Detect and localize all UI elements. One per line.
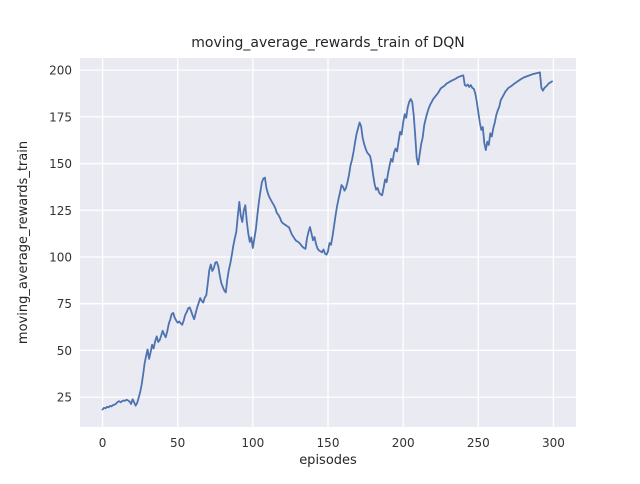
y-tick-label: 175 bbox=[49, 110, 72, 124]
y-tick-label: 25 bbox=[57, 391, 72, 405]
gridlines bbox=[80, 58, 576, 427]
x-tick-labels: 0 50 100 150 200 250 300 bbox=[99, 436, 565, 450]
y-tick-label: 125 bbox=[49, 204, 72, 218]
y-tick-label: 150 bbox=[49, 157, 72, 171]
y-tick-label: 200 bbox=[49, 64, 72, 78]
y-axis-label: moving_average_rewards_train bbox=[16, 141, 31, 344]
data-line-dqn bbox=[101, 71, 553, 411]
chart-title: moving_average_rewards_train of DQN bbox=[191, 35, 465, 51]
x-tick-label: 300 bbox=[542, 436, 565, 450]
x-tick-label: 100 bbox=[241, 436, 264, 450]
y-tick-labels: 25 50 75 100 125 150 175 200 bbox=[49, 64, 72, 405]
y-tick-label: 50 bbox=[57, 344, 72, 358]
x-axis-label: episodes bbox=[299, 453, 357, 468]
y-tick-label: 75 bbox=[57, 297, 72, 311]
x-tick-label: 250 bbox=[467, 436, 490, 450]
y-tick-label: 100 bbox=[49, 250, 72, 264]
x-tick-label: 150 bbox=[317, 436, 340, 450]
x-tick-label: 200 bbox=[392, 436, 415, 450]
x-tick-label: 50 bbox=[170, 436, 185, 450]
x-tick-label: 0 bbox=[99, 436, 107, 450]
